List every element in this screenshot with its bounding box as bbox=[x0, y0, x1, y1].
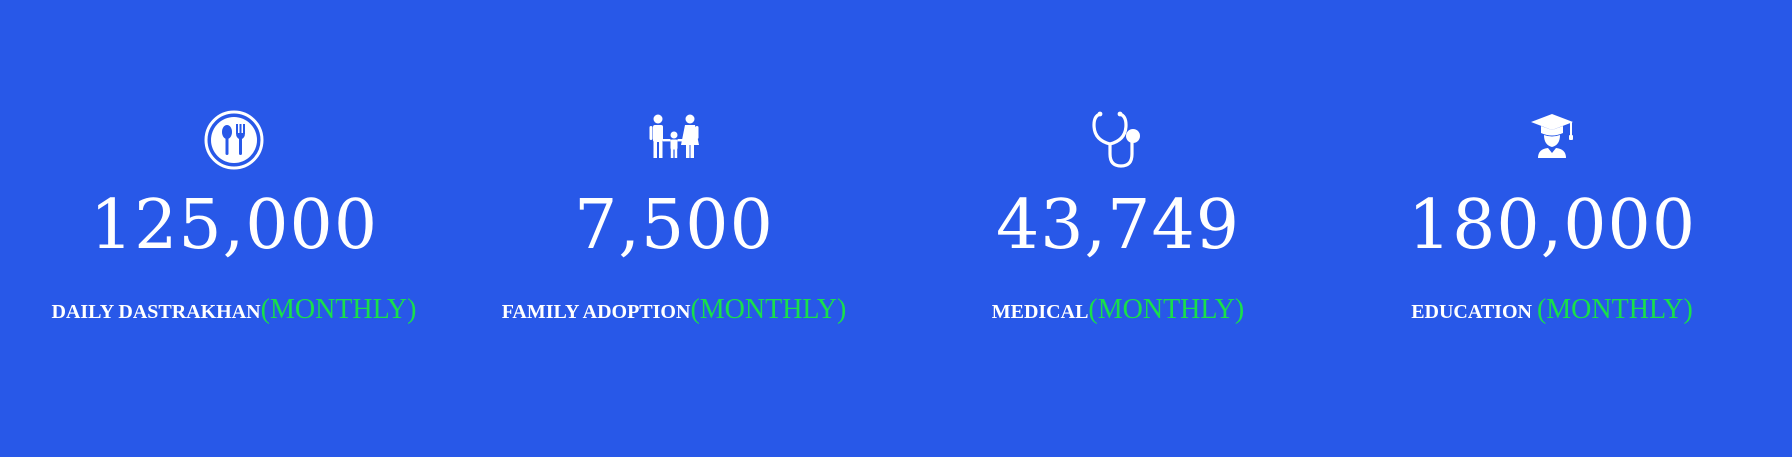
stat-label-period: (MONTHLY) bbox=[690, 294, 847, 325]
stat-label: MEDICAL(MONTHLY) bbox=[894, 294, 1342, 329]
stethoscope-icon bbox=[1086, 108, 1150, 172]
stat-label-period: (MONTHLY) bbox=[1536, 294, 1693, 325]
graduate-icon bbox=[1520, 108, 1584, 172]
stat-daily-dastrakhan: 125,000 DAILY DASTRAKHAN(MONTHLY) bbox=[10, 108, 458, 338]
stat-label-period: (MONTHLY) bbox=[1088, 294, 1245, 325]
food-plate-icon bbox=[202, 108, 266, 172]
family-icon bbox=[642, 108, 706, 172]
stat-value: 125,000 bbox=[89, 186, 379, 265]
stat-label: FAMILY ADOPTION(MONTHLY) bbox=[450, 294, 898, 329]
stat-label: EDUCATION (MONTHLY) bbox=[1328, 294, 1776, 329]
stat-label-name: MEDICAL bbox=[991, 301, 1089, 323]
stat-label-name: DAILY DASTRAKHAN bbox=[51, 301, 261, 323]
stat-value: 43,749 bbox=[996, 186, 1240, 265]
stat-education: 180,000 EDUCATION (MONTHLY) bbox=[1328, 108, 1776, 338]
stat-medical: 43,749 MEDICAL(MONTHLY) bbox=[894, 108, 1342, 338]
stat-label: DAILY DASTRAKHAN(MONTHLY) bbox=[10, 294, 458, 329]
stat-value: 180,000 bbox=[1407, 186, 1697, 265]
stat-family-adoption: 7,500 FAMILY ADOPTION(MONTHLY) bbox=[450, 108, 898, 338]
stat-value: 7,500 bbox=[574, 186, 774, 265]
stat-label-period: (MONTHLY) bbox=[260, 294, 417, 325]
stat-label-name: EDUCATION bbox=[1411, 301, 1537, 323]
stat-label-name: FAMILY ADOPTION bbox=[501, 301, 691, 323]
